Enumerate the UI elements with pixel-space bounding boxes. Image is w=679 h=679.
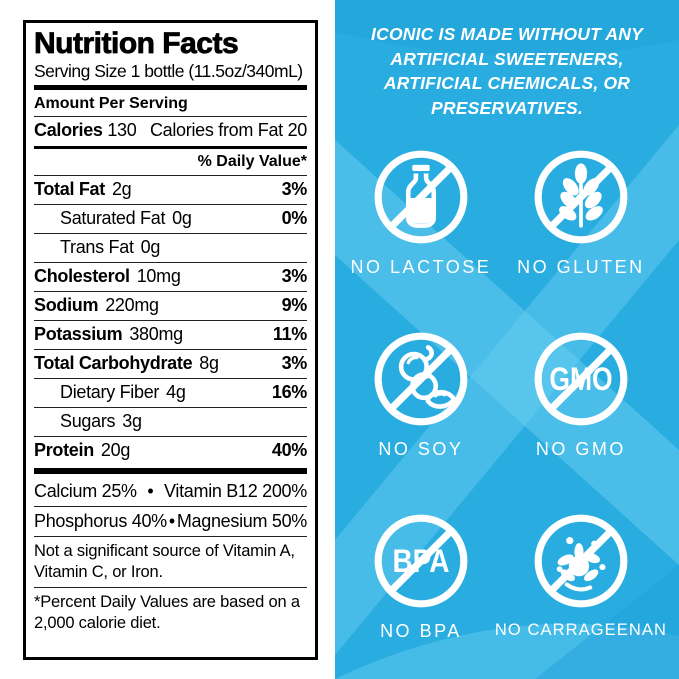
badge-no-bpa: BPA NO BPA — [347, 510, 495, 642]
bullet-separator: • — [147, 480, 154, 501]
nutrient-row-trans-fat: Trans Fat 0g — [34, 234, 307, 264]
badge-no-gmo: GMO NO GMO — [495, 328, 667, 460]
badge-label: NO CARRAGEENAN — [494, 621, 667, 639]
calories-left: Calories 130 — [34, 120, 137, 141]
badge-label: NO GMO — [535, 439, 626, 459]
panel-headline: ICONIC IS MADE WITHOUT ANY ARTIFICIAL SW… — [371, 24, 643, 118]
nutrient-row-dietary-fiber: Dietary Fiber 4g 16% — [34, 379, 307, 408]
divider-thick — [34, 467, 307, 474]
label-title: Nutrition Facts — [34, 27, 239, 60]
badge-label: NO SOY — [378, 439, 464, 459]
nutrient-row-total-fat: Total Fat 2g 3% — [34, 176, 307, 206]
nutrient-row-sugars: Sugars 3g — [34, 408, 307, 437]
badge-grid: NO LACTOSE NO GLUTEN — [335, 120, 679, 642]
daily-value-header: % Daily Value* — [34, 151, 307, 177]
nutrient-row-potassium: Potassium 380mg 11% — [34, 321, 307, 350]
badge-no-lactose: NO LACTOSE — [347, 146, 495, 278]
vitamin-row-2: Phosphorus 40% • Magnesium 50% — [34, 507, 307, 537]
nutrient-row-total-carbohydrate: Total Carbohydrate 8g 3% — [34, 350, 307, 379]
calories-from-fat: Calories from Fat 20 — [149, 120, 307, 141]
nutrient-row-protein: Protein 20g 40% — [34, 439, 307, 460]
no-gmo-icon: GMO — [534, 332, 628, 426]
no-soybean-icon — [374, 332, 468, 426]
daily-value-footnote: *Percent Daily Values are based on a 2,0… — [34, 592, 300, 633]
no-carrageenan-icon — [534, 514, 628, 608]
divider-medium — [34, 146, 307, 150]
nutrition-facts-label: Nutrition Facts Serving Size 1 bottle (1… — [23, 20, 318, 660]
panel-background-pattern — [335, 0, 679, 679]
amount-per-serving: Amount Per Serving — [34, 93, 307, 118]
vitamin-row-1: Calcium 25% • Vitamin B12 200% — [34, 477, 307, 507]
badge-no-soy: NO SOY — [347, 328, 495, 460]
no-bpa-icon: BPA — [374, 514, 468, 608]
badge-label: NO BPA — [380, 621, 462, 641]
badge-label: NO LACTOSE — [350, 257, 492, 277]
nutrient-row-cholesterol: Cholesterol 10mg 3% — [34, 263, 307, 292]
bullet-separator: • — [168, 510, 175, 531]
nutrient-row-sodium: Sodium 220mg 9% — [34, 292, 307, 321]
nutrient-row-saturated-fat: Saturated Fat 0g 0% — [34, 205, 307, 235]
serving-size: Serving Size 1 bottle (11.5oz/340mL) — [34, 61, 303, 82]
badge-label: NO GLUTEN — [517, 257, 645, 277]
badge-no-carrageenan: NO CARRAGEENAN — [495, 510, 667, 642]
made-without-panel: ICONIC IS MADE WITHOUT ANY ARTIFICIAL SW… — [335, 0, 679, 679]
not-significant-note: Not a significant source of Vitamin A, V… — [34, 537, 307, 588]
badge-no-gluten: NO GLUTEN — [495, 146, 667, 278]
no-milk-bottle-icon — [374, 150, 468, 244]
no-wheat-icon — [534, 150, 628, 244]
calories-row: Calories 130 Calories from Fat 20 — [34, 117, 307, 144]
divider-thick — [34, 85, 307, 91]
